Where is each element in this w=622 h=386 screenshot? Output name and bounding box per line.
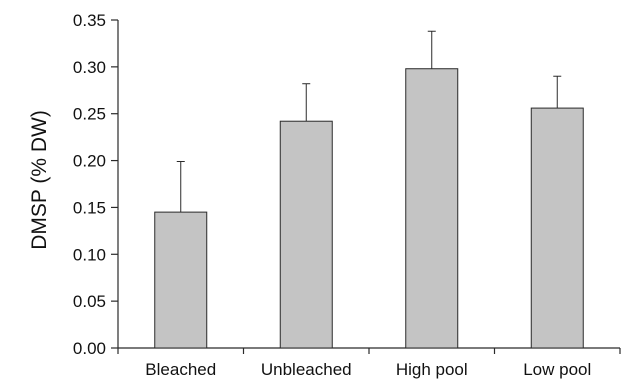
x-category-label: Low pool: [523, 360, 591, 379]
error-bars-group: [176, 30, 562, 213]
x-category-label: Unbleached: [261, 360, 352, 379]
x-axis: Bleached Unbleached High pool Low pool: [117, 347, 621, 379]
bar-low-pool: [530, 107, 584, 349]
y-tick-label: 0.35: [73, 11, 106, 30]
y-tick-label: 0.15: [73, 198, 106, 217]
bar-high-pool: [405, 68, 459, 349]
bars-group: [154, 68, 584, 349]
x-category-label: High pool: [396, 360, 468, 379]
y-axis: 0.00 0.05 0.10 0.15 0.20 0.25 0.30 0.35: [73, 11, 119, 358]
y-tick-label: 0.20: [73, 152, 106, 171]
y-tick-label: 0.30: [73, 58, 106, 77]
y-tick-label: 0.05: [73, 292, 106, 311]
bar-bleached: [154, 211, 208, 349]
bar-unbleached: [279, 120, 333, 349]
y-tick-label: 0.25: [73, 105, 106, 124]
x-category-label: Bleached: [145, 360, 216, 379]
y-tick-label: 0.10: [73, 245, 106, 264]
y-axis-title: DMSP (% DW): [28, 110, 51, 250]
y-tick-label: 0.00: [73, 339, 106, 358]
